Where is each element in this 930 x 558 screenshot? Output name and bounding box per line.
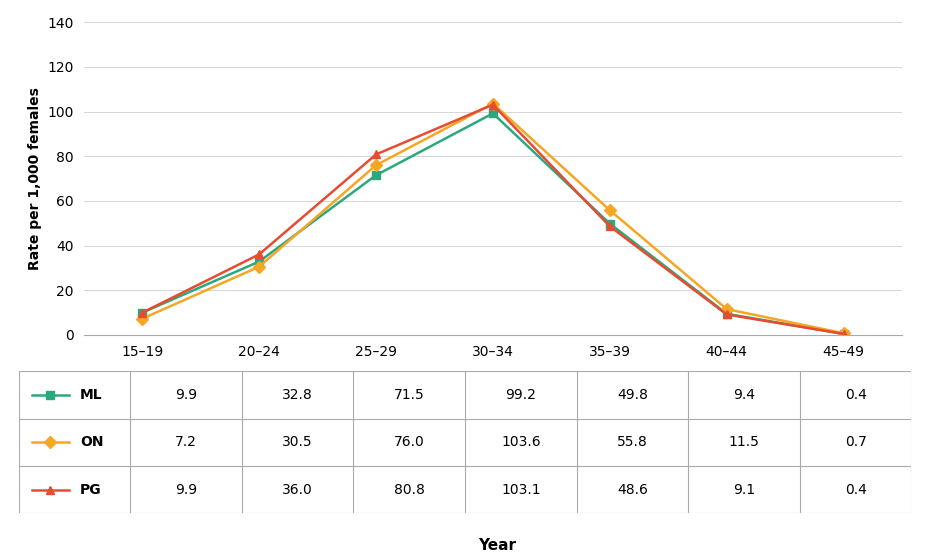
Text: 7.2: 7.2 [175,435,197,449]
Y-axis label: Rate per 1,000 females: Rate per 1,000 females [28,87,42,270]
Text: ON: ON [80,435,103,449]
Text: 48.6: 48.6 [617,483,648,497]
Text: ML: ML [80,388,102,402]
Text: PG: PG [80,483,101,497]
Text: 0.4: 0.4 [844,388,867,402]
Text: 103.1: 103.1 [501,483,540,497]
Text: 11.5: 11.5 [728,435,760,449]
Text: 99.2: 99.2 [505,388,537,402]
Text: 0.4: 0.4 [844,483,867,497]
Text: 49.8: 49.8 [617,388,648,402]
Text: 32.8: 32.8 [282,388,313,402]
Text: 9.1: 9.1 [733,483,755,497]
Text: 9.4: 9.4 [733,388,755,402]
Text: 0.7: 0.7 [844,435,867,449]
Text: 30.5: 30.5 [283,435,312,449]
Text: 9.9: 9.9 [175,388,197,402]
Text: Year: Year [479,537,516,552]
Text: 80.8: 80.8 [393,483,425,497]
Text: 55.8: 55.8 [617,435,648,449]
Text: 71.5: 71.5 [393,388,425,402]
Text: 76.0: 76.0 [393,435,425,449]
Text: 36.0: 36.0 [282,483,313,497]
Text: 9.9: 9.9 [175,483,197,497]
Text: 103.6: 103.6 [501,435,540,449]
